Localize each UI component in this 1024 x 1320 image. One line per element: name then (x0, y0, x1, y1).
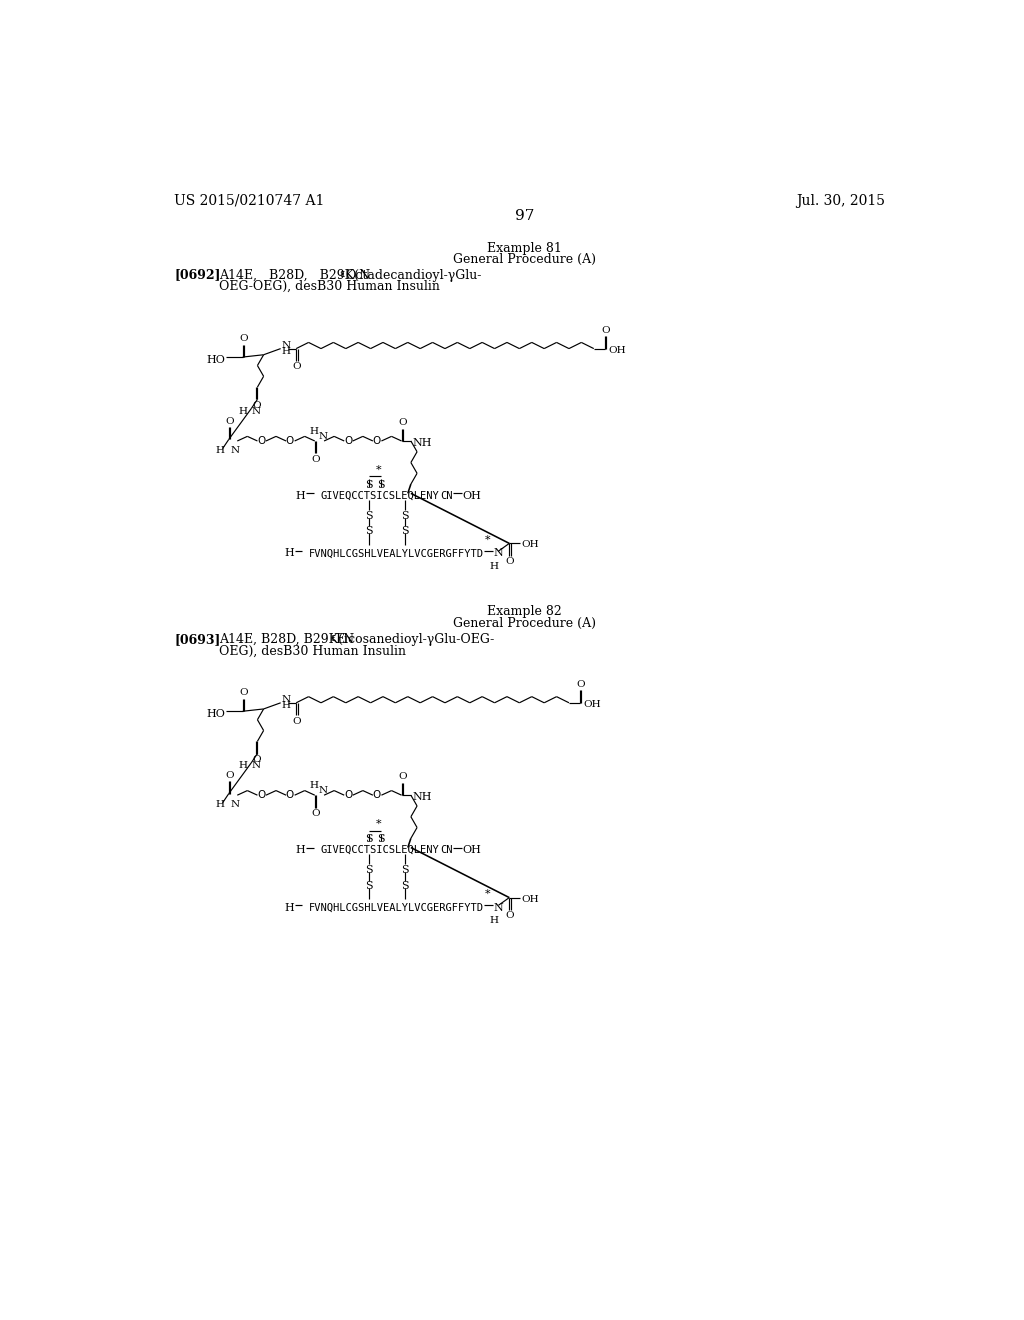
Text: N: N (318, 432, 328, 441)
Text: OH: OH (584, 700, 601, 709)
Text: O: O (293, 717, 301, 726)
Text: N: N (252, 762, 261, 771)
Text: O: O (252, 755, 261, 764)
Text: A14E, B28D, B29K(N: A14E, B28D, B29K(N (219, 632, 354, 645)
Text: Jul. 30, 2015: Jul. 30, 2015 (796, 194, 885, 207)
Text: OEG), desB30 Human Insulin: OEG), desB30 Human Insulin (219, 644, 406, 657)
Text: O: O (257, 791, 265, 800)
Text: O: O (286, 436, 294, 446)
Text: N: N (252, 408, 261, 416)
Text: H: H (216, 800, 225, 809)
Text: H: H (282, 701, 291, 710)
Text: O: O (344, 791, 352, 800)
Text: N: N (494, 903, 504, 912)
Text: Example 81: Example 81 (487, 242, 562, 255)
Text: GIVEQCCTSICSLEQLENY: GIVEQCCTSICSLEQLENY (321, 491, 439, 500)
Text: O: O (577, 680, 585, 689)
Text: OEG-OEG), desB30 Human Insulin: OEG-OEG), desB30 Human Insulin (219, 280, 439, 293)
Text: S: S (378, 480, 385, 490)
Text: General Procedure (A): General Procedure (A) (454, 616, 596, 630)
Text: HO: HO (206, 709, 225, 719)
Text: [0693]: [0693] (174, 632, 221, 645)
Text: Octadecandioyl-γGlu-: Octadecandioyl-γGlu- (345, 268, 481, 281)
Text: OH: OH (463, 845, 481, 855)
Text: O: O (240, 334, 248, 343)
Text: [0692]: [0692] (174, 268, 221, 281)
Text: OH: OH (463, 491, 481, 500)
Text: O: O (225, 417, 233, 425)
Text: S: S (400, 527, 409, 536)
Text: FVNQHLCGSHLVEALYLVCGERGFFYTD: FVNQHLCGSHLVEALYLVCGERGFFYTD (308, 548, 483, 558)
Text: N: N (282, 341, 291, 350)
Text: GIVEQCCTSICSLEQLENY: GIVEQCCTSICSLEQLENY (321, 845, 439, 855)
Text: S: S (378, 834, 385, 845)
Text: FVNQHLCGSHLVEALYLVCGERGFFYTD: FVNQHLCGSHLVEALYLVCGERGFFYTD (308, 903, 483, 912)
Text: NH: NH (413, 438, 432, 449)
Text: *: * (484, 890, 490, 899)
Text: O: O (506, 557, 514, 566)
Text: S: S (366, 866, 373, 875)
Text: OH: OH (521, 895, 540, 904)
Text: H: H (296, 491, 305, 500)
Text: *: * (484, 535, 490, 545)
Text: $\mathregular{\varepsilon}$: $\mathregular{\varepsilon}$ (330, 632, 336, 643)
Text: O: O (373, 791, 381, 800)
Text: N: N (230, 800, 240, 809)
Text: Eicosanedioyl-γGlu-OEG-: Eicosanedioyl-γGlu-OEG- (336, 632, 495, 645)
Text: General Procedure (A): General Procedure (A) (454, 253, 596, 267)
Text: O: O (506, 911, 514, 920)
Text: O: O (398, 772, 407, 781)
Text: US 2015/0210747 A1: US 2015/0210747 A1 (174, 194, 325, 207)
Text: S: S (400, 511, 409, 521)
Text: O: O (373, 436, 381, 446)
Text: H: H (239, 762, 248, 771)
Text: H: H (284, 903, 294, 912)
Text: O: O (311, 455, 319, 463)
Text: O: O (293, 363, 301, 371)
Text: H: H (216, 446, 225, 454)
Text: N: N (318, 787, 328, 795)
Text: N: N (494, 548, 504, 558)
Text: H: H (489, 562, 499, 570)
Text: H: H (282, 347, 291, 356)
Text: O: O (240, 689, 248, 697)
Text: H: H (309, 428, 318, 436)
Text: N: N (230, 446, 240, 454)
Text: *: * (376, 820, 381, 829)
Text: Example 82: Example 82 (487, 605, 562, 618)
Text: OH: OH (521, 540, 540, 549)
Text: S: S (400, 866, 409, 875)
Text: O: O (257, 436, 265, 446)
Text: O: O (398, 418, 407, 428)
Text: S: S (366, 480, 373, 490)
Text: O: O (252, 401, 261, 411)
Text: CN: CN (440, 491, 453, 500)
Text: $\mathregular{\varepsilon}$: $\mathregular{\varepsilon}$ (339, 268, 345, 279)
Text: H: H (284, 548, 294, 558)
Text: S: S (366, 880, 373, 891)
Text: N: N (282, 696, 291, 704)
Text: CN: CN (440, 845, 453, 855)
Text: O: O (344, 436, 352, 446)
Text: OH: OH (608, 346, 626, 355)
Text: H: H (239, 408, 248, 416)
Text: S: S (366, 511, 373, 521)
Text: H: H (296, 845, 305, 855)
Text: O: O (225, 771, 233, 780)
Text: H: H (309, 781, 318, 791)
Text: HO: HO (206, 355, 225, 366)
Text: S: S (366, 834, 373, 845)
Text: A14E,   B28D,   B29K(N: A14E, B28D, B29K(N (219, 268, 370, 281)
Text: O: O (286, 791, 294, 800)
Text: S: S (400, 880, 409, 891)
Text: *: * (376, 465, 381, 475)
Text: 97: 97 (515, 209, 535, 223)
Text: O: O (311, 809, 319, 818)
Text: O: O (601, 326, 609, 335)
Text: H: H (489, 916, 499, 925)
Text: NH: NH (413, 792, 432, 803)
Text: S: S (366, 527, 373, 536)
